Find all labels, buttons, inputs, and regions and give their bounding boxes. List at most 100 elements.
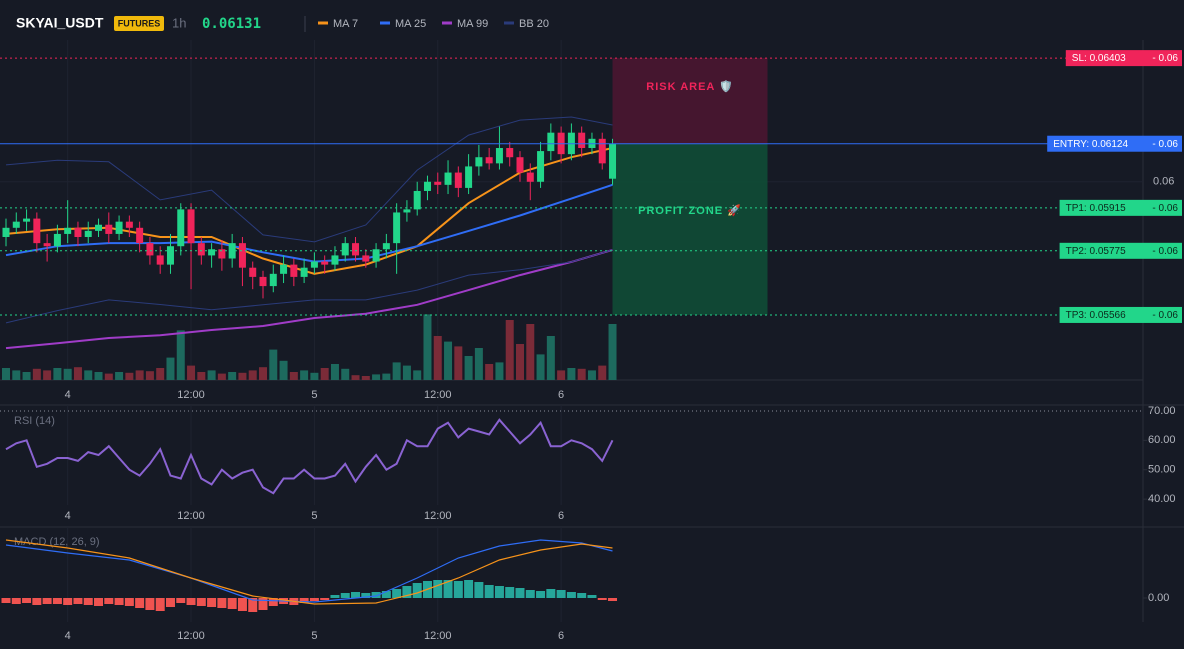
volume-bar (145, 371, 154, 380)
volume-bar (526, 324, 535, 380)
macd-histogram-bar (217, 598, 227, 608)
candle-body (197, 243, 205, 256)
candle-body (423, 181, 431, 191)
level-label: SL: 0.06403 (1072, 53, 1126, 64)
volume-bar (361, 376, 370, 380)
x-tick-label: 4 (65, 510, 71, 522)
level-label: ENTRY: 0.06124 (1053, 139, 1128, 150)
volume-bar (598, 365, 607, 380)
legend-label: MA 7 (333, 18, 358, 30)
macd-histogram-bar (320, 598, 330, 600)
volume-bar (135, 370, 144, 380)
macd-histogram-bar (474, 582, 484, 598)
candle-body (269, 273, 277, 287)
candle-body (300, 267, 308, 277)
macd-histogram-bar (207, 598, 217, 607)
macd-histogram-bar (186, 598, 196, 605)
volume-bar (310, 372, 319, 380)
candle-body (53, 233, 61, 247)
macd-histogram-bar (381, 591, 391, 598)
candle-body (547, 132, 555, 152)
macd-histogram-bar (73, 598, 83, 604)
volume-bar (608, 324, 617, 380)
volume-bar (546, 336, 555, 380)
macd-histogram-bar (351, 592, 361, 598)
volume-bar (454, 346, 463, 380)
candle-body (12, 221, 20, 228)
candle-body (578, 132, 586, 149)
candle-body (146, 243, 154, 256)
futures-badge (114, 16, 164, 31)
volume-bar (567, 368, 576, 380)
macd-histogram-bar (52, 598, 62, 604)
macd-histogram-bar (577, 593, 587, 598)
macd-histogram-bar (464, 580, 474, 598)
macd-histogram-bar (258, 598, 268, 610)
level-badge (1059, 306, 1182, 323)
macd-tick-label: 0.00 (1148, 592, 1169, 604)
macd-histogram-bar (268, 598, 278, 606)
volume-bar (22, 372, 31, 380)
volume-bar (248, 370, 257, 380)
overlay-line (5, 248, 613, 350)
macd-histogram-bar (124, 598, 134, 606)
volume-bar (505, 320, 514, 380)
macd-histogram-bar (556, 590, 566, 598)
volume-bar (413, 370, 422, 380)
level-badge (1065, 50, 1182, 67)
candle-body (403, 209, 411, 213)
volume-bar (73, 367, 82, 380)
zone-label: PROFIT ZONE 🚀 (638, 204, 742, 217)
candle-body (259, 276, 267, 287)
macd-histogram-bar (94, 598, 104, 606)
x-tick-label: 6 (558, 389, 564, 401)
macd-histogram-bar (299, 598, 309, 603)
candle-body (413, 190, 421, 210)
volume-bar (176, 330, 185, 380)
candle-body (33, 218, 41, 244)
macd-histogram-bar (309, 598, 319, 601)
candle-body (454, 172, 462, 188)
overlay-line (5, 249, 613, 324)
candle-body (331, 255, 339, 265)
macd-histogram-bar (176, 598, 186, 603)
candle-body (362, 255, 370, 262)
volume-bar (341, 368, 350, 380)
y-tick-label: 0.06 (1153, 176, 1174, 188)
macd-histogram-bar (104, 598, 114, 604)
volume-bar (300, 370, 309, 380)
macd-histogram-bar (587, 595, 597, 598)
volume-bar (464, 356, 473, 380)
x-tick-label: 4 (65, 389, 71, 401)
candle-body (43, 243, 51, 247)
x-tick-label: 6 (558, 630, 564, 642)
rsi-line (5, 418, 614, 495)
candle-body (125, 221, 133, 228)
rsi-tick-label: 70.00 (1148, 405, 1176, 417)
macd-histogram-bar (402, 586, 412, 598)
x-tick-label: 5 (311, 510, 317, 522)
candle-body (238, 243, 246, 268)
x-tick-label: 12:00 (424, 510, 452, 522)
volume-bar (197, 372, 206, 380)
candle-body (208, 249, 216, 256)
macd-histogram-bar (361, 593, 371, 598)
candle-body (156, 255, 164, 265)
macd-histogram-bar (145, 598, 155, 610)
candle-body (475, 157, 483, 167)
level-axis-label: - 0.06 (1152, 53, 1178, 64)
x-tick-label: 6 (558, 510, 564, 522)
macd-histogram-bar (608, 598, 618, 601)
candle-body (444, 172, 452, 185)
candle-body (321, 261, 329, 265)
volume-bar (104, 373, 113, 380)
macd-signal-line (5, 539, 613, 605)
macd-histogram-bar (114, 598, 124, 605)
candle-body (105, 224, 113, 234)
x-tick-label: 4 (65, 630, 71, 642)
level-label: TP1: 0.05915 (1066, 203, 1126, 214)
volume-bar (166, 357, 175, 380)
volume-bar (228, 372, 237, 380)
macd-histogram-bar (536, 591, 546, 598)
macd-histogram-bar (196, 598, 206, 606)
